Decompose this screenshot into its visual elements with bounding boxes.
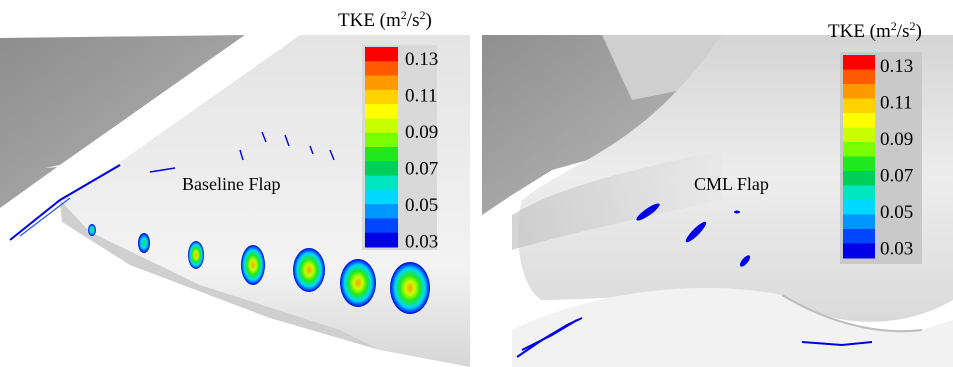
baseline-flap-panel: Baseline Flap TKE (m2/s2) 0.13 0.11 0.09 0.… <box>0 0 470 367</box>
colorbar-ticks: 0.13 0.11 0.09 0.07 0.05 0.03 <box>880 56 913 260</box>
colorbar-tick-label: 0.03 <box>405 232 438 253</box>
colorbar-swatch <box>843 127 875 143</box>
colorbar-tick-label: 0.05 <box>405 195 438 216</box>
colorbar-swatch <box>843 200 875 215</box>
colorbar-swatch <box>365 147 398 162</box>
colorbar-tick-label: 0.07 <box>405 159 438 180</box>
colorbar-swatches <box>843 55 875 259</box>
colorbar-swatches <box>365 47 398 248</box>
colorbar-swatch <box>365 104 398 119</box>
colorbar-swatch <box>365 189 398 205</box>
flap-label: Baseline Flap <box>182 174 280 194</box>
colorbar-tick-label: 0.13 <box>405 49 438 70</box>
colorbar-tick-label: 0.09 <box>880 129 913 150</box>
flap-leading-edge-streak <box>9 164 121 241</box>
colorbar-swatch <box>365 47 398 62</box>
colorbar: TKE (m2/s2) 0.13 0.11 0.09 0.07 0.05 0.03 <box>338 8 438 253</box>
colorbar-swatch <box>365 89 398 105</box>
colorbar-swatch <box>365 118 398 134</box>
colorbar-swatch <box>365 132 398 148</box>
colorbar-tick-label: 0.13 <box>880 56 913 77</box>
surface-streaks <box>149 131 335 173</box>
colorbar-tick-label: 0.03 <box>880 239 913 260</box>
colorbar-title: TKE (m2/s2) <box>828 19 922 42</box>
colorbar-swatch <box>843 243 875 259</box>
colorbar-swatch <box>365 218 398 234</box>
colorbar-swatch <box>843 229 875 244</box>
colorbar-swatch <box>365 161 398 177</box>
colorbar-tick-label: 0.11 <box>405 86 438 107</box>
colorbar-swatch <box>365 75 398 91</box>
colorbar-tick-label: 0.05 <box>880 202 913 223</box>
colorbar-swatch <box>843 185 875 201</box>
colorbar-swatch <box>365 61 398 77</box>
flap-side-edge <box>60 200 380 350</box>
colorbar-title: TKE (m2/s2) <box>338 8 432 31</box>
cml-flap-render: CML Flap TKE (m2/s2) 0.13 0.11 0.09 0.07 0.0… <box>482 19 953 367</box>
flap-label: CML Flap <box>694 174 769 194</box>
colorbar-tick-label: 0.07 <box>880 166 913 187</box>
colorbar-tick-label: 0.11 <box>880 93 913 114</box>
colorbar-swatch <box>843 156 875 172</box>
colorbar-swatch <box>843 98 875 114</box>
wing-gap <box>45 35 300 168</box>
colorbar-swatch <box>365 232 398 248</box>
flap-lower-fairing <box>512 287 953 367</box>
cml-flap-panel: CML Flap TKE (m2/s2) 0.13 0.11 0.09 0.07 0.0… <box>482 0 953 367</box>
lower-edge-streaks <box>516 317 873 358</box>
tip-vortex-contours <box>88 224 430 314</box>
colorbar-swatch <box>365 204 398 219</box>
colorbar-swatch <box>843 55 875 70</box>
colorbar-swatch <box>843 113 875 128</box>
colorbar-swatch <box>843 69 875 85</box>
colorbar-swatch <box>843 142 875 157</box>
colorbar-tick-label: 0.09 <box>405 122 438 143</box>
colorbar: TKE (m2/s2) 0.13 0.11 0.09 0.07 0.05 0.03 <box>828 19 922 264</box>
colorbar-ticks: 0.13 0.11 0.09 0.07 0.05 0.03 <box>405 49 438 253</box>
surface-vortex-streaks <box>636 203 751 267</box>
colorbar-swatch <box>843 84 875 99</box>
colorbar-swatch <box>843 171 875 186</box>
baseline-flap-render: Baseline Flap TKE (m2/s2) 0.130.110.090.… <box>0 8 470 367</box>
colorbar-swatch <box>843 214 875 230</box>
colorbar-swatch <box>365 175 398 191</box>
main-wing-surface <box>0 35 245 208</box>
